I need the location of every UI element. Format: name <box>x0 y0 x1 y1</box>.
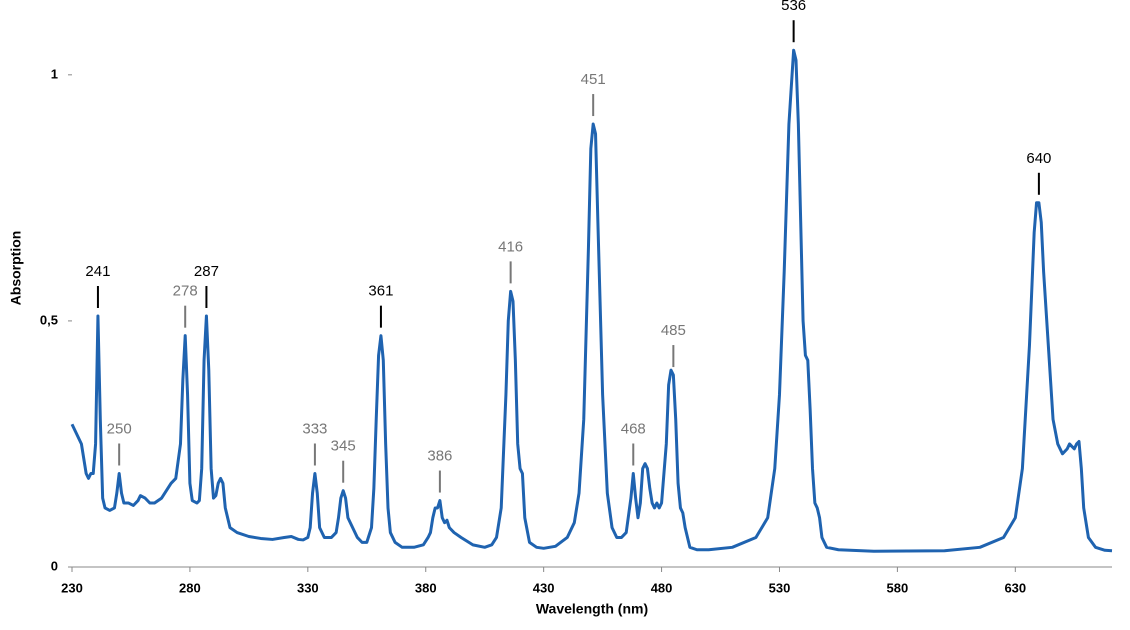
x-axis-title: Wavelength (nm) <box>536 601 648 617</box>
y-axis-title: Absorption <box>8 231 24 306</box>
annotation-label: 345 <box>331 438 356 455</box>
x-tick-label: 280 <box>179 580 201 595</box>
annotation-label: 451 <box>581 71 606 88</box>
annotation-label: 536 <box>781 0 806 14</box>
y-tick-label: 0,5 <box>40 312 58 327</box>
annotation-label: 361 <box>368 283 393 300</box>
annotation-label: 250 <box>107 420 132 437</box>
x-tick-label: 330 <box>297 580 319 595</box>
annotation-label: 333 <box>302 420 327 437</box>
x-tick-label: 230 <box>61 580 83 595</box>
x-tick-label: 480 <box>651 580 673 595</box>
annotation-label: 278 <box>173 283 198 300</box>
annotation-label: 416 <box>498 238 523 255</box>
y-tick-label: 0 <box>51 558 58 573</box>
annotation-label: 468 <box>621 420 646 437</box>
x-tick-label: 530 <box>769 580 791 595</box>
annotation-label: 287 <box>194 263 219 280</box>
y-tick-label: 1 <box>51 66 58 81</box>
x-tick-label: 380 <box>415 580 437 595</box>
annotation-label: 386 <box>427 448 452 465</box>
x-tick-label: 430 <box>533 580 555 595</box>
annotation-label: 640 <box>1026 150 1051 167</box>
annotation-label: 241 <box>85 263 110 280</box>
spectrum-line <box>70 48 1113 553</box>
x-tick-label: 580 <box>887 580 909 595</box>
x-tick-label: 630 <box>1004 580 1026 595</box>
annotation-label: 485 <box>661 322 686 339</box>
